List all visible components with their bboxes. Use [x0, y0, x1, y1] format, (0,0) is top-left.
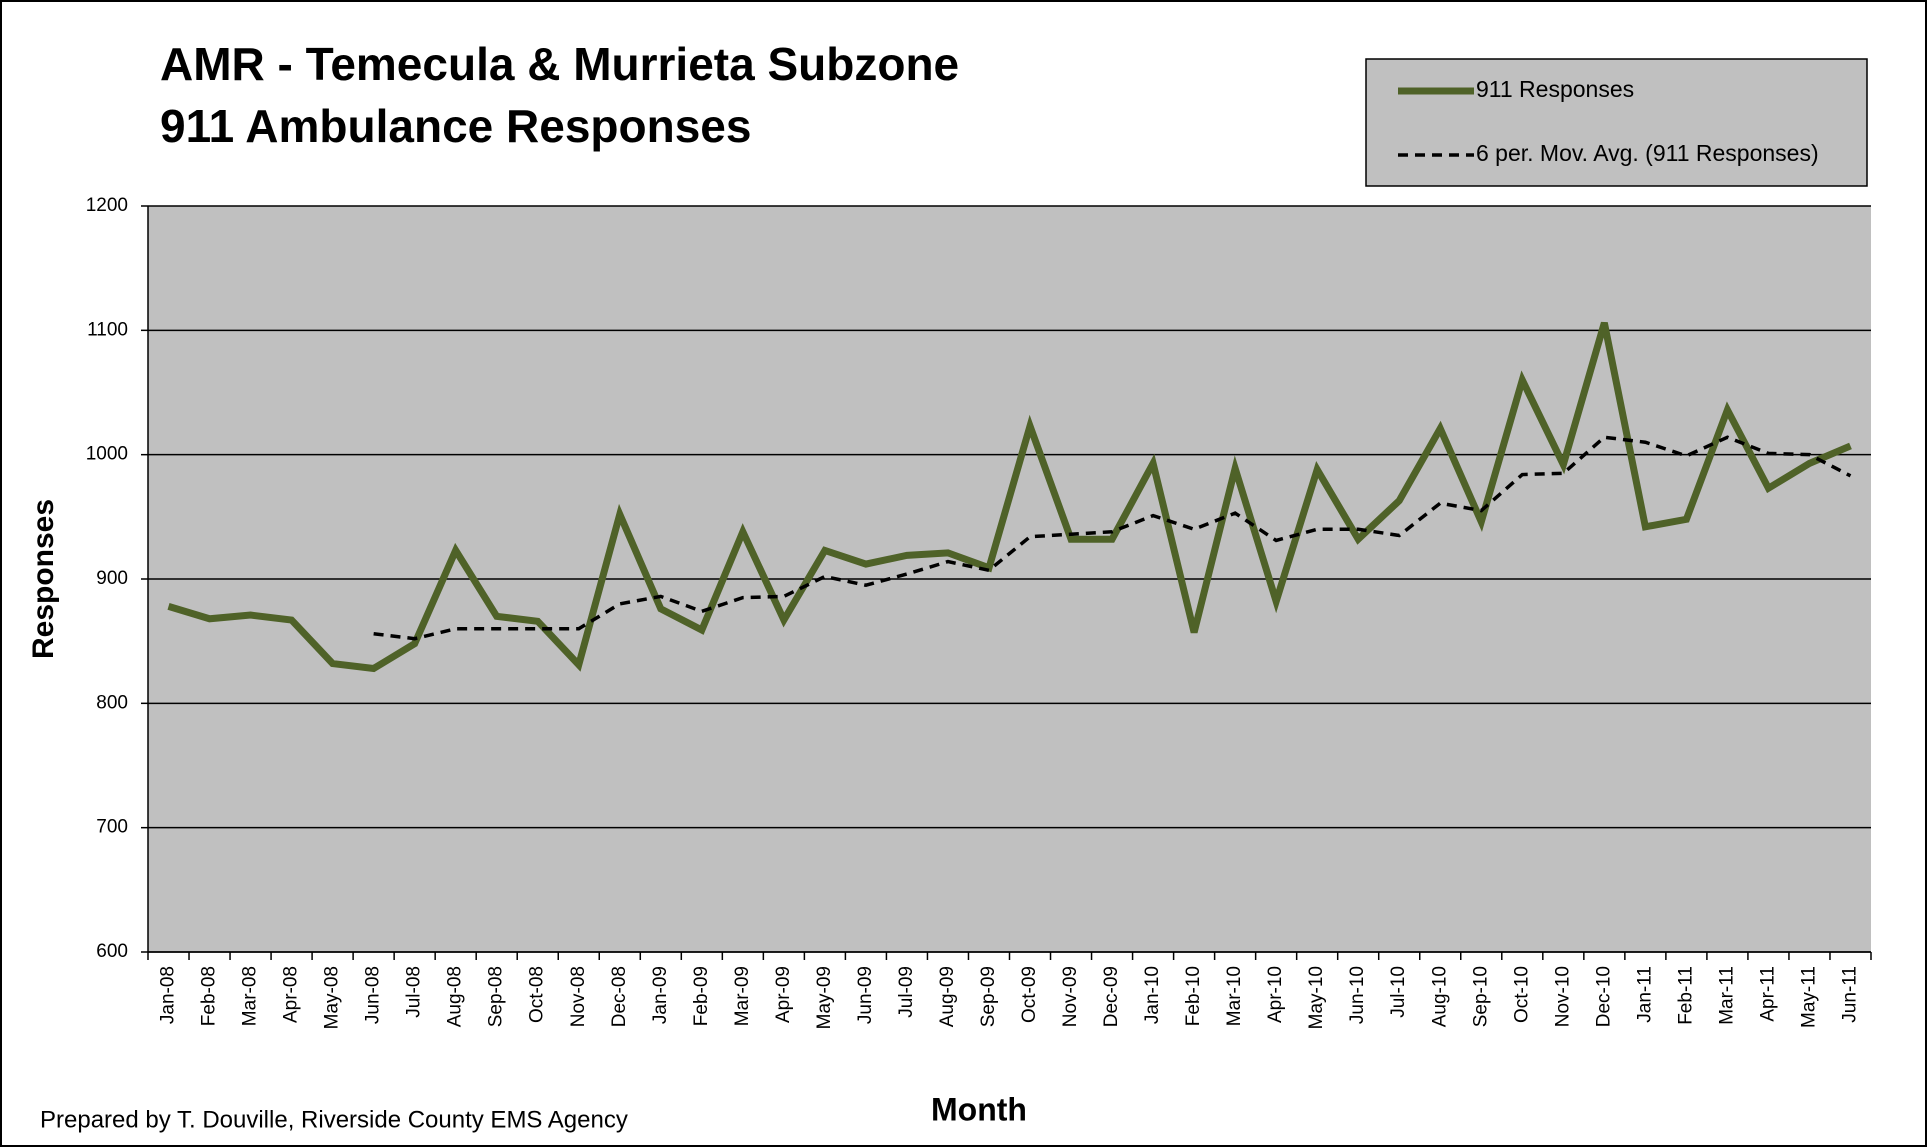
x-tick-label: Aug-10 — [1429, 966, 1450, 1027]
x-tick-label: Feb-11 — [1675, 966, 1696, 1025]
x-tick-label: Oct-08 — [527, 966, 548, 1023]
y-tick-label: 600 — [96, 941, 128, 962]
x-tick-label: Nov-09 — [1060, 966, 1081, 1027]
x-tick-label: Dec-09 — [1101, 966, 1122, 1027]
footer-note: Prepared by T. Douville, Riverside Count… — [40, 1106, 628, 1133]
x-tick-label: Sep-08 — [486, 966, 507, 1027]
chart-title: AMR - Temecula & Murrieta Subzone — [160, 38, 959, 90]
x-tick-label: Apr-08 — [281, 966, 302, 1023]
x-tick-label: May-10 — [1306, 966, 1327, 1029]
x-tick-label: Feb-09 — [691, 966, 712, 1026]
x-tick-label: Jan-08 — [158, 966, 179, 1024]
x-tick-label: Apr-11 — [1757, 966, 1778, 1022]
x-tick-label: Mar-09 — [732, 966, 753, 1026]
x-tick-label: Mar-08 — [240, 966, 261, 1026]
x-tick-label: Apr-09 — [773, 966, 794, 1023]
legend-label: 911 Responses — [1476, 76, 1634, 102]
x-tick-label: Jul-09 — [896, 966, 917, 1018]
x-tick-label: Sep-10 — [1470, 966, 1491, 1027]
x-tick-label: May-11 — [1798, 966, 1819, 1028]
x-tick-label: Nov-10 — [1552, 966, 1573, 1027]
y-tick-label: 1000 — [86, 444, 128, 465]
x-tick-label: Feb-08 — [199, 966, 220, 1026]
x-tick-label: May-08 — [322, 966, 343, 1029]
x-tick-label: Jan-10 — [1142, 966, 1163, 1024]
x-tick-label: Oct-09 — [1019, 966, 1040, 1023]
y-tick-label: 1100 — [87, 319, 128, 340]
x-tick-label: Mar-11 — [1716, 966, 1737, 1025]
y-tick-label: 700 — [96, 817, 128, 838]
x-tick-label: Dec-08 — [609, 966, 630, 1027]
x-tick-label: Jul-08 — [404, 966, 425, 1018]
x-tick-label: Nov-08 — [568, 966, 589, 1027]
x-tick-label: Aug-09 — [937, 966, 958, 1027]
y-tick-label: 900 — [96, 568, 128, 589]
x-tick-label: Jan-09 — [650, 966, 671, 1024]
x-tick-label: Sep-09 — [978, 966, 999, 1027]
x-tick-label: May-09 — [814, 966, 835, 1029]
series-line — [167, 321, 1852, 673]
x-tick-label: Jun-11 — [1840, 966, 1861, 1023]
x-tick-label: Jun-09 — [855, 966, 876, 1024]
x-tick-label: Aug-08 — [445, 966, 466, 1027]
x-tick-label: Apr-10 — [1265, 966, 1286, 1023]
x-tick-label: Jun-10 — [1347, 966, 1368, 1024]
x-tick-label: Mar-10 — [1224, 966, 1245, 1026]
y-tick-label: 1200 — [86, 195, 128, 216]
x-tick-label: Feb-10 — [1183, 966, 1204, 1026]
legend-label: 6 per. Mov. Avg. (911 Responses) — [1476, 140, 1819, 166]
y-tick-label: 800 — [96, 692, 128, 713]
series-line — [373, 435, 1852, 641]
x-axis-label: Month — [931, 1091, 1027, 1127]
chart-subtitle: 911 Ambulance Responses — [160, 100, 751, 152]
x-tick-label: Dec-10 — [1593, 966, 1614, 1027]
y-axis-label: Responses — [27, 499, 60, 659]
legend-box — [1365, 58, 1868, 187]
x-tick-label: Jan-11 — [1634, 966, 1655, 1023]
x-tick-label: Jul-10 — [1388, 966, 1409, 1018]
x-tick-label: Oct-10 — [1511, 966, 1532, 1023]
x-tick-label: Jun-08 — [363, 966, 384, 1024]
